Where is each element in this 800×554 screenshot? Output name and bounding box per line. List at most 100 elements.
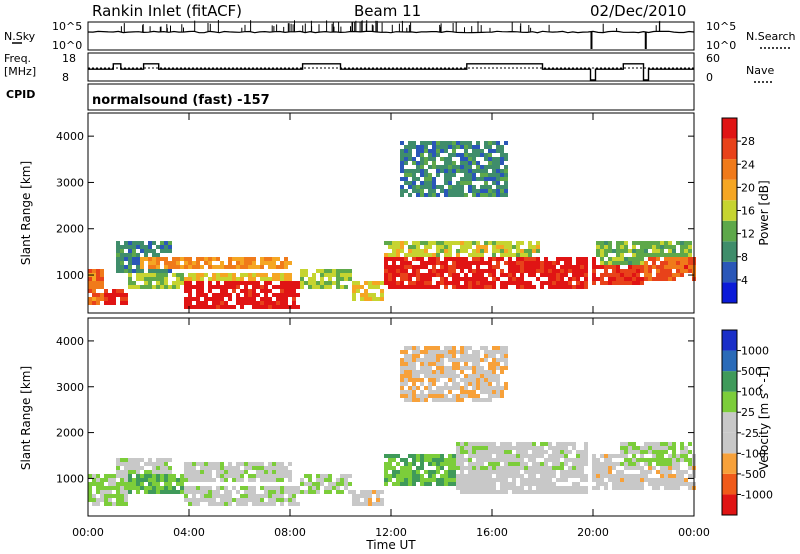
heatmap-cell bbox=[432, 193, 436, 197]
heatmap-cell bbox=[408, 169, 412, 173]
heatmap-cell bbox=[192, 474, 196, 478]
heatmap-cell bbox=[120, 462, 124, 466]
heatmap-cell bbox=[468, 394, 472, 398]
heatmap-cell bbox=[572, 482, 576, 486]
heatmap-cell bbox=[448, 398, 452, 402]
heatmap-cell bbox=[676, 454, 680, 458]
heatmap-cell bbox=[432, 374, 436, 378]
heatmap-cell bbox=[224, 285, 228, 289]
heatmap-cell bbox=[496, 490, 500, 494]
heatmap-cell bbox=[420, 161, 424, 165]
heatmap-cell bbox=[612, 466, 616, 470]
heatmap-cell bbox=[404, 169, 408, 173]
heatmap-cell bbox=[484, 141, 488, 145]
heatmap-cell bbox=[612, 474, 616, 478]
heatmap-cell bbox=[684, 241, 688, 245]
heatmap-cell bbox=[228, 305, 232, 309]
heatmap-cell bbox=[212, 293, 216, 297]
heatmap-cell bbox=[544, 281, 548, 285]
heatmap-cell bbox=[216, 470, 220, 474]
heatmap-cell bbox=[516, 458, 520, 462]
heatmap-cell bbox=[660, 253, 664, 257]
heatmap-cell bbox=[216, 281, 220, 285]
heatmap-cell bbox=[212, 273, 216, 277]
heatmap-cell bbox=[248, 257, 252, 261]
heatmap-cell bbox=[160, 462, 164, 466]
heatmap-cell bbox=[464, 181, 468, 185]
heatmap-cell bbox=[636, 466, 640, 470]
heatmap-cell bbox=[520, 486, 524, 490]
heatmap-cell bbox=[188, 293, 192, 297]
heatmap-cell bbox=[408, 193, 412, 197]
heatmap-cell bbox=[440, 370, 444, 374]
heatmap-cell bbox=[192, 265, 196, 269]
heatmap-cell bbox=[508, 450, 512, 454]
heatmap-cell bbox=[644, 458, 648, 462]
heatmap-cell bbox=[408, 362, 412, 366]
heatmap-cell bbox=[456, 181, 460, 185]
colorbar-tick-label: 28 bbox=[741, 135, 755, 148]
heatmap-cell bbox=[424, 241, 428, 245]
heatmap-cell bbox=[236, 261, 240, 265]
heatmap-cell bbox=[196, 502, 200, 506]
heatmap-cell bbox=[416, 269, 420, 273]
heatmap-cell bbox=[88, 269, 92, 273]
heatmap-cell bbox=[88, 281, 92, 285]
heatmap-cell bbox=[440, 241, 444, 245]
heatmap-cell bbox=[500, 350, 504, 354]
heatmap-cell bbox=[248, 301, 252, 305]
heatmap-cell bbox=[540, 462, 544, 466]
heatmap-cell bbox=[404, 482, 408, 486]
heatmap-cell bbox=[652, 277, 656, 281]
heatmap-cell bbox=[464, 161, 468, 165]
heatmap-cell bbox=[480, 358, 484, 362]
heatmap-cell bbox=[452, 261, 456, 265]
heatmap-cell bbox=[400, 374, 404, 378]
heatmap-cell bbox=[576, 466, 580, 470]
heatmap-cell bbox=[424, 454, 428, 458]
heatmap-cell bbox=[420, 141, 424, 145]
heatmap-cell bbox=[556, 454, 560, 458]
heatmap-cell bbox=[500, 273, 504, 277]
heatmap-cell bbox=[388, 241, 392, 245]
heatmap-cell bbox=[604, 269, 608, 273]
heatmap-cell bbox=[452, 169, 456, 173]
heatmap-cell bbox=[428, 350, 432, 354]
heatmap-cell bbox=[412, 141, 416, 145]
colorbar-segment bbox=[722, 241, 737, 262]
heatmap-cell bbox=[384, 265, 388, 269]
heatmap-cell bbox=[516, 470, 520, 474]
heatmap-cell bbox=[408, 249, 412, 253]
heatmap-cell bbox=[500, 285, 504, 289]
heatmap-cell bbox=[240, 277, 244, 281]
heatmap-cell bbox=[488, 398, 492, 402]
heatmap-cell bbox=[664, 442, 668, 446]
heatmap-cell bbox=[512, 490, 516, 494]
heatmap-cell bbox=[412, 285, 416, 289]
heatmap-cell bbox=[256, 474, 260, 478]
heatmap-cell bbox=[484, 470, 488, 474]
heatmap-cell bbox=[132, 249, 136, 253]
heatmap-cell bbox=[444, 354, 448, 358]
heatmap-cell bbox=[144, 486, 148, 490]
heatmap-cell bbox=[668, 486, 672, 490]
heatmap-cell bbox=[100, 277, 104, 281]
heatmap-cell bbox=[204, 297, 208, 301]
heatmap-cell bbox=[624, 478, 628, 482]
heatmap-cell bbox=[388, 281, 392, 285]
heatmap-cell bbox=[388, 478, 392, 482]
heatmap-cell bbox=[432, 257, 436, 261]
heatmap-cell bbox=[92, 301, 96, 305]
heatmap-cell bbox=[492, 169, 496, 173]
heatmap-cell bbox=[656, 241, 660, 245]
heatmap-cell bbox=[204, 293, 208, 297]
heatmap-cell bbox=[680, 446, 684, 450]
heatmap-cell bbox=[608, 454, 612, 458]
heatmap-cell bbox=[280, 466, 284, 470]
heatmap-cell bbox=[236, 462, 240, 466]
heatmap-cell bbox=[672, 466, 676, 470]
heatmap-cell bbox=[148, 269, 152, 273]
heatmap-cell bbox=[120, 249, 124, 253]
heatmap-cell bbox=[228, 466, 232, 470]
